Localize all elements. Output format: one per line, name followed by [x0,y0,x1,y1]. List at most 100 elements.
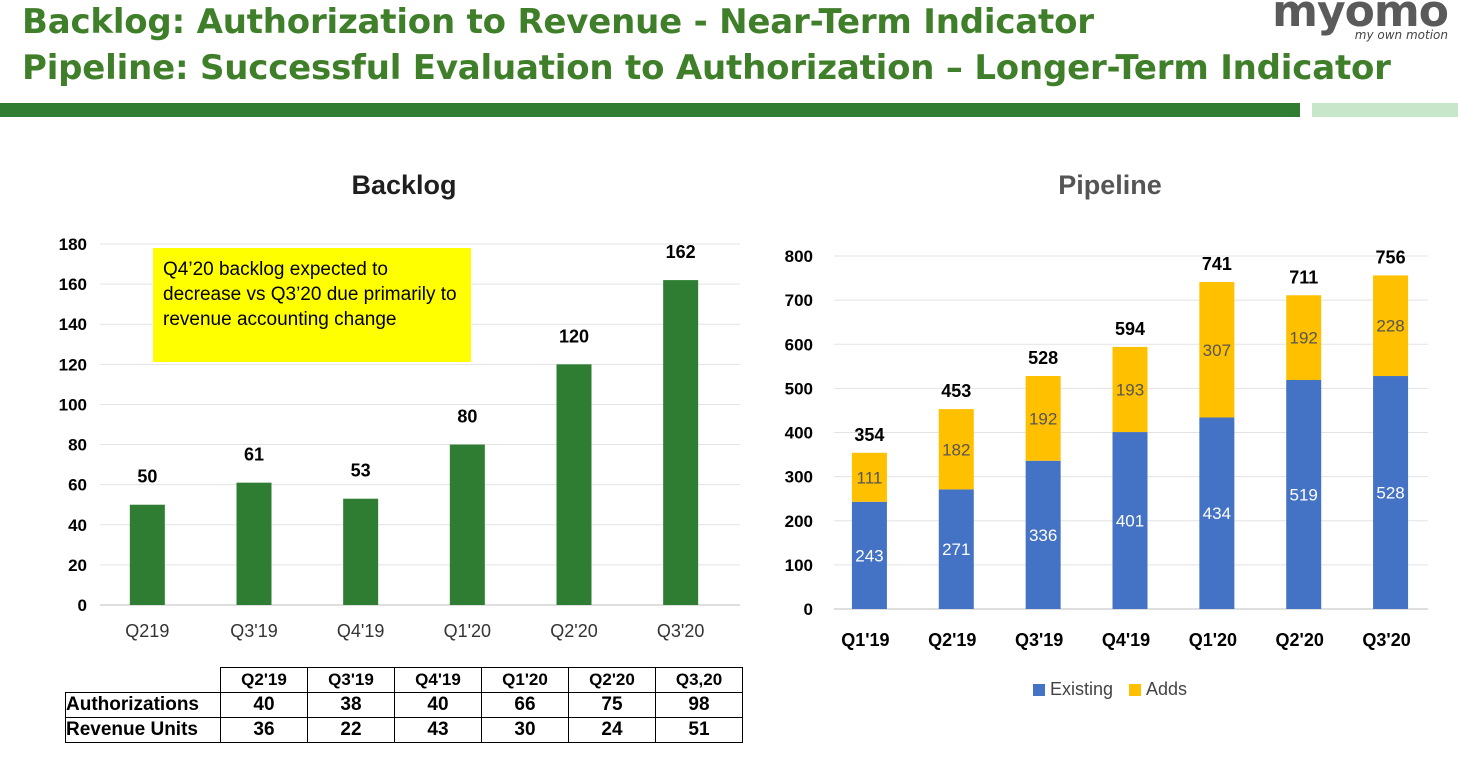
table-cell: 24 [568,717,656,743]
existing-bar-segment [1025,460,1061,609]
legend-swatch-adds [1129,683,1142,696]
y-tick-label: 500 [785,379,813,398]
table-cell: 98 [655,692,743,718]
backlog-value-label: 80 [457,407,477,427]
x-tick-label: Q3'19 [230,621,277,641]
adds-value-label: 182 [942,440,970,459]
y-tick-label: 100 [59,395,87,414]
y-tick-label: 40 [68,516,87,535]
table-header-row: Q2'19 Q3'19 Q4'19 Q1'20 Q2'20 Q3,20 [65,667,743,693]
table-cell: 30 [481,717,569,743]
y-tick-label: 180 [59,235,87,254]
x-tick-label: Q4'19 [1102,630,1150,650]
legend-item-existing: Existing [1033,679,1113,700]
adds-bar-segment [938,409,974,490]
table-column-header: Q3,20 [655,667,743,693]
y-tick-label: 80 [68,436,87,455]
adds-value-label: 192 [1290,329,1318,348]
x-tick-label: Q3'20 [657,621,704,641]
header-rule [0,103,1300,117]
x-tick-label: Q4'19 [337,621,384,641]
y-tick-label: 300 [785,468,813,487]
adds-bar-segment [1112,346,1148,433]
table-column-header: Q4'19 [394,667,482,693]
row-label-revenue-units: Revenue Units [65,717,221,743]
backlog-value-label: 120 [559,326,589,346]
x-tick-label: Q3'19 [1015,630,1063,650]
backlog-bar [449,444,485,605]
legend-label-existing: Existing [1050,679,1114,699]
existing-bar-segment [1112,432,1148,609]
backlog-bar [129,504,165,605]
pipeline-total-label: 756 [1376,247,1406,267]
pipeline-total-label: 594 [1115,319,1145,339]
table-cell: 36 [220,717,308,743]
y-tick-label: 0 [804,600,813,619]
table-column-header: Q1'20 [481,667,569,693]
table-row: Authorizations 40 38 40 66 75 98 [65,692,743,718]
table-cell: 66 [481,692,569,718]
table-column-header: Q2'20 [568,667,656,693]
x-tick-label: Q3'20 [1362,630,1410,650]
existing-value-label: 336 [1029,526,1057,545]
existing-bar-segment [1199,417,1235,609]
adds-value-label: 111 [857,468,883,487]
row-label-authorizations: Authorizations [65,692,221,718]
existing-value-label: 271 [942,540,970,559]
y-tick-label: 600 [785,335,813,354]
existing-value-label: 434 [1203,504,1231,523]
backlog-value-label: 61 [244,445,264,465]
backlog-bar [556,364,592,605]
y-tick-label: 700 [785,291,813,310]
pipeline-total-label: 711 [1289,267,1318,287]
myomo-logo: myomo my own motion [1268,0,1449,46]
y-tick-label: 120 [59,355,87,374]
existing-value-label: 528 [1376,484,1404,503]
existing-bar-segment [1286,379,1322,609]
x-tick-label: Q2'20 [1276,630,1324,650]
pipeline-total-label: 528 [1028,348,1058,368]
backlog-value-label: 162 [666,242,696,262]
y-tick-label: 60 [68,476,87,495]
backlog-title: Backlog [351,170,456,200]
table-corner [65,667,221,693]
pipeline-total-label: 453 [941,381,971,401]
table-cell: 38 [307,692,395,718]
backlog-note: Q4’20 backlog expected to decrease vs Q3… [153,248,471,362]
pipeline-total-label: 354 [854,425,884,445]
backlog-chart: Backlog 0 20 40 60 80 100 120 140 160 180 50 Q219 61 Q… [59,170,740,641]
table-column-header: Q3'19 [307,667,395,693]
existing-bar-segment [938,489,974,609]
existing-value-label: 401 [1116,512,1144,531]
x-tick-label: Q1'19 [841,630,889,650]
x-tick-label: Q1'20 [1189,630,1237,650]
y-tick-label: 160 [59,275,87,294]
table-column-header: Q2'19 [220,667,308,693]
x-tick-label: Q2'20 [550,621,597,641]
legend-swatch-existing [1033,683,1045,696]
y-tick-label: 400 [785,424,813,443]
y-tick-label: 140 [59,315,87,334]
title-pipeline: Pipeline: Successful Evaluation to Autho… [22,48,1391,88]
backlog-bar [663,280,699,605]
logo-wordmark: myomo [1272,0,1449,37]
logo-tagline: my own motion [1354,28,1448,42]
table-cell: 22 [307,717,395,743]
pipeline-legend: Existing Adds [1033,679,1187,700]
x-tick-label: Q2'19 [928,630,976,650]
adds-value-label: 193 [1116,380,1144,399]
adds-value-label: 228 [1376,317,1404,336]
pipeline-chart: Pipeline 0 100 200 300 400 500 600 700 800 243 111 3… [785,170,1428,650]
y-tick-label: 100 [785,556,813,575]
y-tick-label: 0 [78,596,87,615]
y-tick-label: 200 [785,512,813,531]
pipeline-title: Pipeline [1058,170,1162,200]
pipeline-total-label: 741 [1202,254,1232,274]
y-tick-label: 800 [785,247,813,266]
adds-value-label: 192 [1029,409,1057,428]
existing-value-label: 243 [855,546,883,565]
adds-bar-segment [1373,275,1409,377]
existing-bar-segment [851,501,887,609]
table-cell: 75 [568,692,656,718]
table-row: Revenue Units 36 22 43 30 24 51 [65,717,743,743]
